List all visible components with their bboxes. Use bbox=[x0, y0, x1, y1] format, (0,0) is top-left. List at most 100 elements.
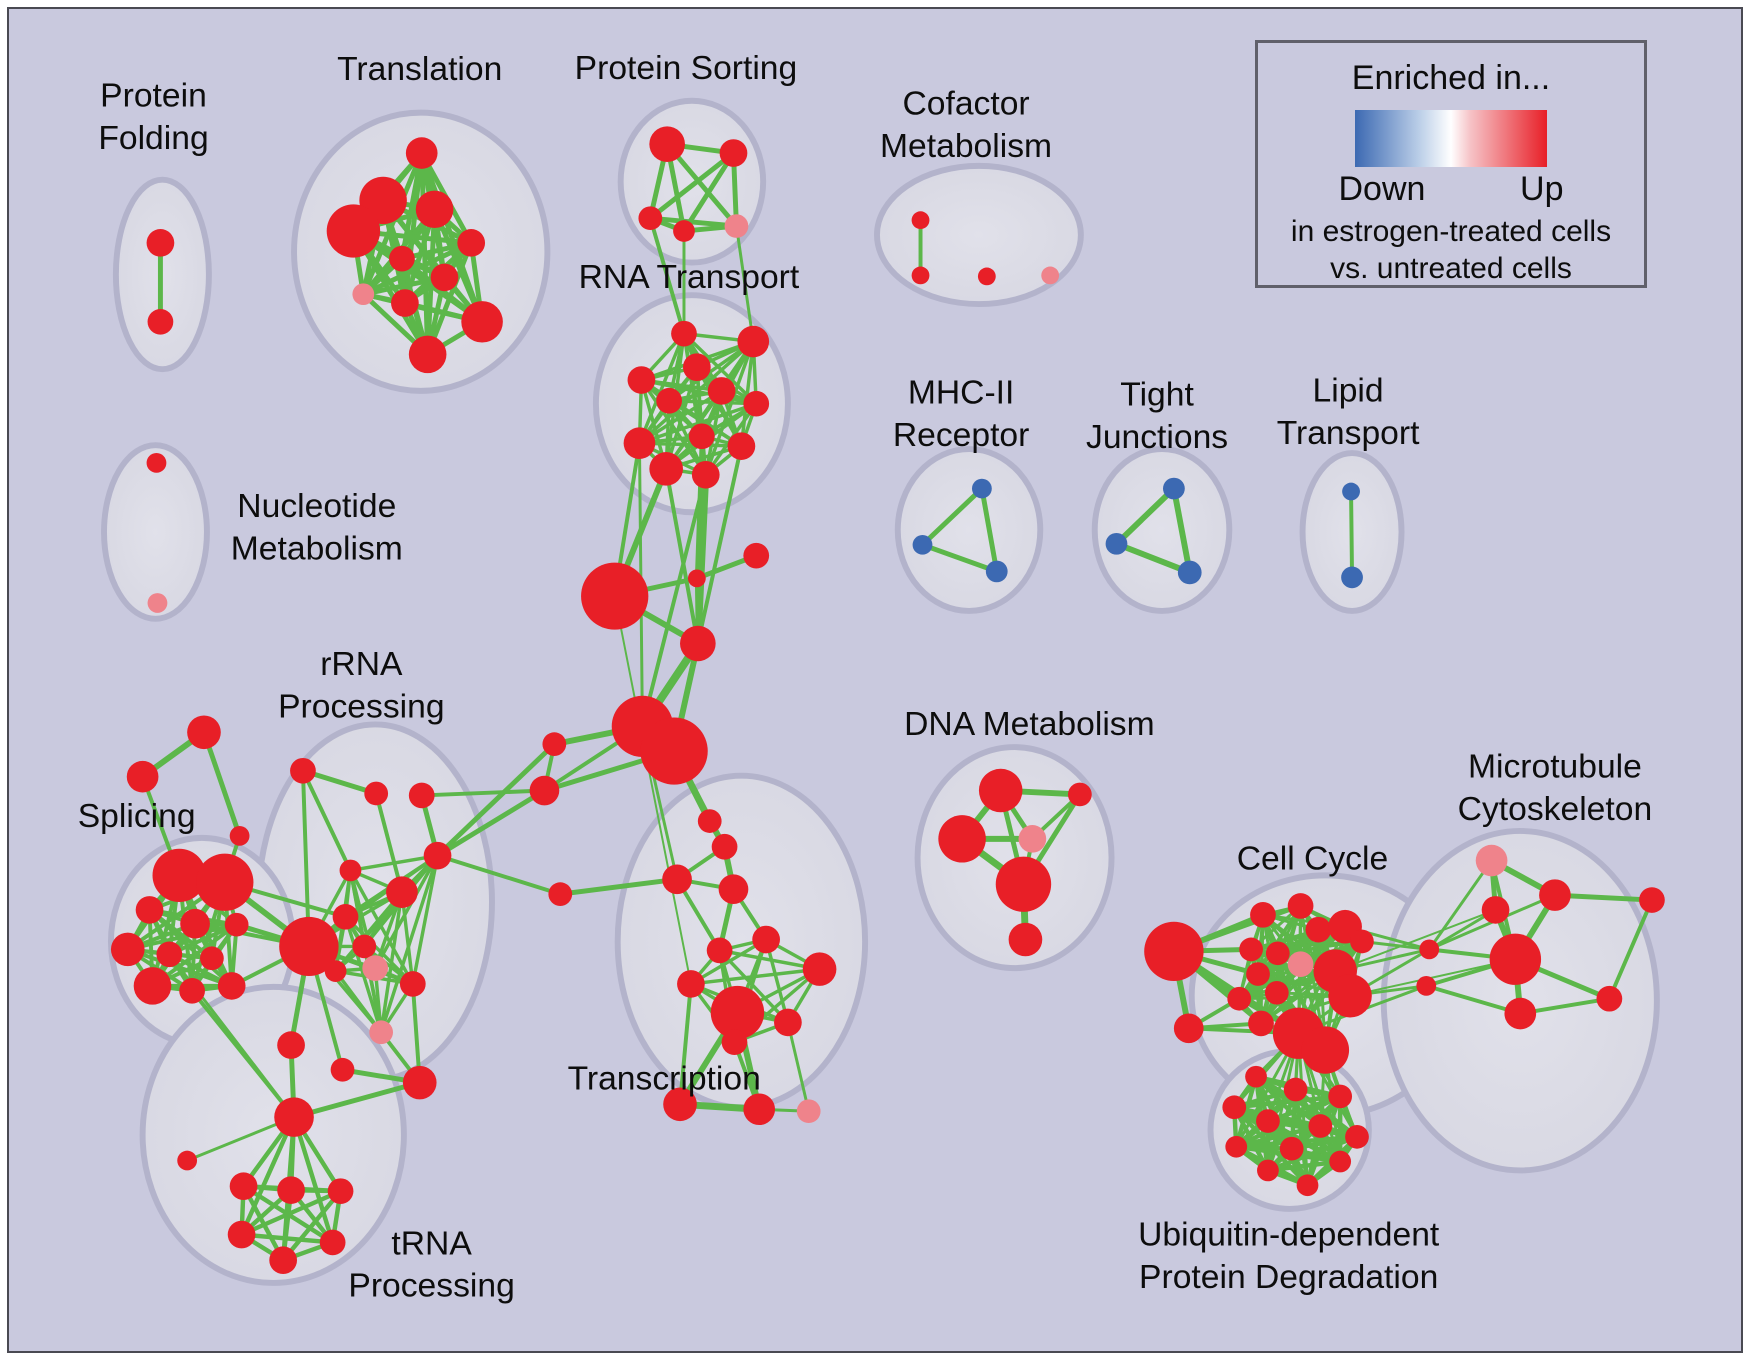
gene-set-node bbox=[110, 932, 145, 967]
edge bbox=[786, 1020, 811, 1113]
cluster-label-dna-metabolism: DNA Metabolism bbox=[904, 706, 1155, 743]
legend-subtitle-line1: in estrogen-treated cells bbox=[1290, 215, 1612, 248]
gene-set-node bbox=[743, 390, 770, 417]
edge bbox=[667, 339, 755, 403]
gene-set-node bbox=[640, 717, 708, 785]
gene-set-node bbox=[196, 853, 254, 911]
legend-up-label: Up bbox=[1520, 170, 1564, 208]
cluster-ellipse-mhc-ii-receptor bbox=[894, 446, 1044, 614]
edge bbox=[689, 967, 822, 986]
gene-set-node bbox=[1283, 1077, 1308, 1102]
gene-set-node bbox=[1256, 1109, 1280, 1133]
gene-set-node bbox=[126, 760, 159, 793]
gene-set-node bbox=[1222, 1095, 1247, 1120]
edge bbox=[637, 331, 686, 445]
gene-set-node bbox=[200, 946, 224, 971]
gene-set-node bbox=[663, 1087, 697, 1122]
edge bbox=[239, 1232, 335, 1245]
gene-set-node bbox=[362, 955, 389, 981]
gene-set-node bbox=[461, 301, 503, 343]
gene-set-node bbox=[971, 478, 992, 499]
gene-set-node bbox=[352, 934, 377, 959]
edge bbox=[648, 216, 686, 336]
edge bbox=[764, 937, 790, 1025]
edge bbox=[637, 389, 724, 445]
gene-set-node bbox=[1329, 1150, 1352, 1173]
gene-set-node bbox=[1105, 532, 1128, 555]
legend-subtitle-line2: vs. untreated cells bbox=[1330, 252, 1572, 285]
edge bbox=[239, 1188, 343, 1237]
edge bbox=[647, 215, 739, 229]
edge bbox=[1170, 485, 1193, 576]
edge bbox=[1265, 1159, 1343, 1173]
gene-set-node bbox=[721, 1029, 748, 1055]
gene-set-node bbox=[912, 534, 933, 555]
edge bbox=[1113, 485, 1177, 547]
edge bbox=[734, 224, 755, 344]
edge bbox=[647, 150, 736, 221]
legend-down-label: Down bbox=[1338, 170, 1426, 208]
legend-title: Enriched in... bbox=[1351, 59, 1551, 97]
edge bbox=[291, 1114, 335, 1245]
gene-set-node bbox=[430, 263, 459, 292]
gene-set-node bbox=[327, 1178, 354, 1204]
cluster-label-cell-cycle: Cell Cycle bbox=[1237, 840, 1388, 877]
gene-set-node bbox=[911, 266, 930, 285]
gene-set-node bbox=[796, 1099, 821, 1124]
edge bbox=[678, 981, 693, 1107]
gene-set-node bbox=[330, 1057, 355, 1082]
gene-set-node bbox=[180, 908, 210, 939]
gene-set-node bbox=[279, 916, 339, 977]
gene-set-node bbox=[152, 848, 206, 903]
gene-set-node bbox=[146, 453, 167, 473]
edge bbox=[343, 915, 415, 986]
edge bbox=[291, 1080, 423, 1120]
edge bbox=[1349, 489, 1355, 580]
edge bbox=[717, 948, 822, 971]
edge bbox=[739, 339, 755, 448]
gene-set-node bbox=[1265, 941, 1290, 966]
edge bbox=[1234, 1123, 1323, 1149]
gene-set-node bbox=[408, 335, 447, 374]
gene-set-node bbox=[423, 841, 452, 870]
edge bbox=[435, 741, 557, 859]
edge bbox=[1552, 892, 1655, 903]
edge bbox=[682, 331, 758, 406]
edge bbox=[147, 907, 234, 988]
cluster-label-tight-junctions: Tight bbox=[1120, 377, 1194, 414]
edge bbox=[1427, 859, 1494, 951]
edge bbox=[664, 141, 739, 229]
gene-set-node bbox=[1305, 916, 1332, 943]
edge bbox=[667, 399, 758, 406]
gene-set-node bbox=[146, 229, 175, 257]
cluster-label-ubiquitin-degradation: Ubiquitin-dependent bbox=[1138, 1216, 1440, 1253]
gene-set-node bbox=[802, 952, 837, 986]
edge bbox=[1349, 958, 1517, 997]
edge bbox=[717, 948, 790, 1025]
gene-set-node bbox=[638, 206, 663, 231]
cluster-label-cofactor-metabolism: Cofactor bbox=[902, 86, 1029, 123]
gene-set-node bbox=[1287, 951, 1314, 978]
gene-set-node bbox=[1264, 980, 1289, 1005]
gene-set-node bbox=[179, 978, 205, 1004]
gene-set-node bbox=[752, 925, 780, 954]
cluster-label-tight-junctions: Junctions bbox=[1086, 419, 1228, 456]
cluster-label-ubiquitin-degradation: Protein Degradation bbox=[1139, 1259, 1438, 1296]
edge bbox=[300, 768, 353, 873]
edge bbox=[681, 150, 736, 234]
cluster-label-trna-processing: tRNA bbox=[391, 1225, 472, 1262]
cluster-label-rrna-processing: Processing bbox=[278, 689, 444, 726]
gene-set-node bbox=[727, 432, 756, 460]
gene-set-node bbox=[581, 562, 649, 630]
gene-set-node bbox=[1008, 922, 1043, 957]
edge bbox=[979, 486, 1000, 574]
cluster-ellipse-tight-junctions bbox=[1091, 446, 1233, 614]
gene-set-node bbox=[1248, 1010, 1274, 1037]
gene-set-node bbox=[1341, 566, 1363, 589]
gene-set-node bbox=[1308, 1114, 1333, 1138]
edge bbox=[920, 542, 1000, 574]
edge bbox=[419, 788, 547, 798]
gene-set-node bbox=[389, 245, 415, 272]
gene-set-node bbox=[227, 1220, 256, 1249]
cluster-label-translation: Translation bbox=[337, 51, 502, 88]
